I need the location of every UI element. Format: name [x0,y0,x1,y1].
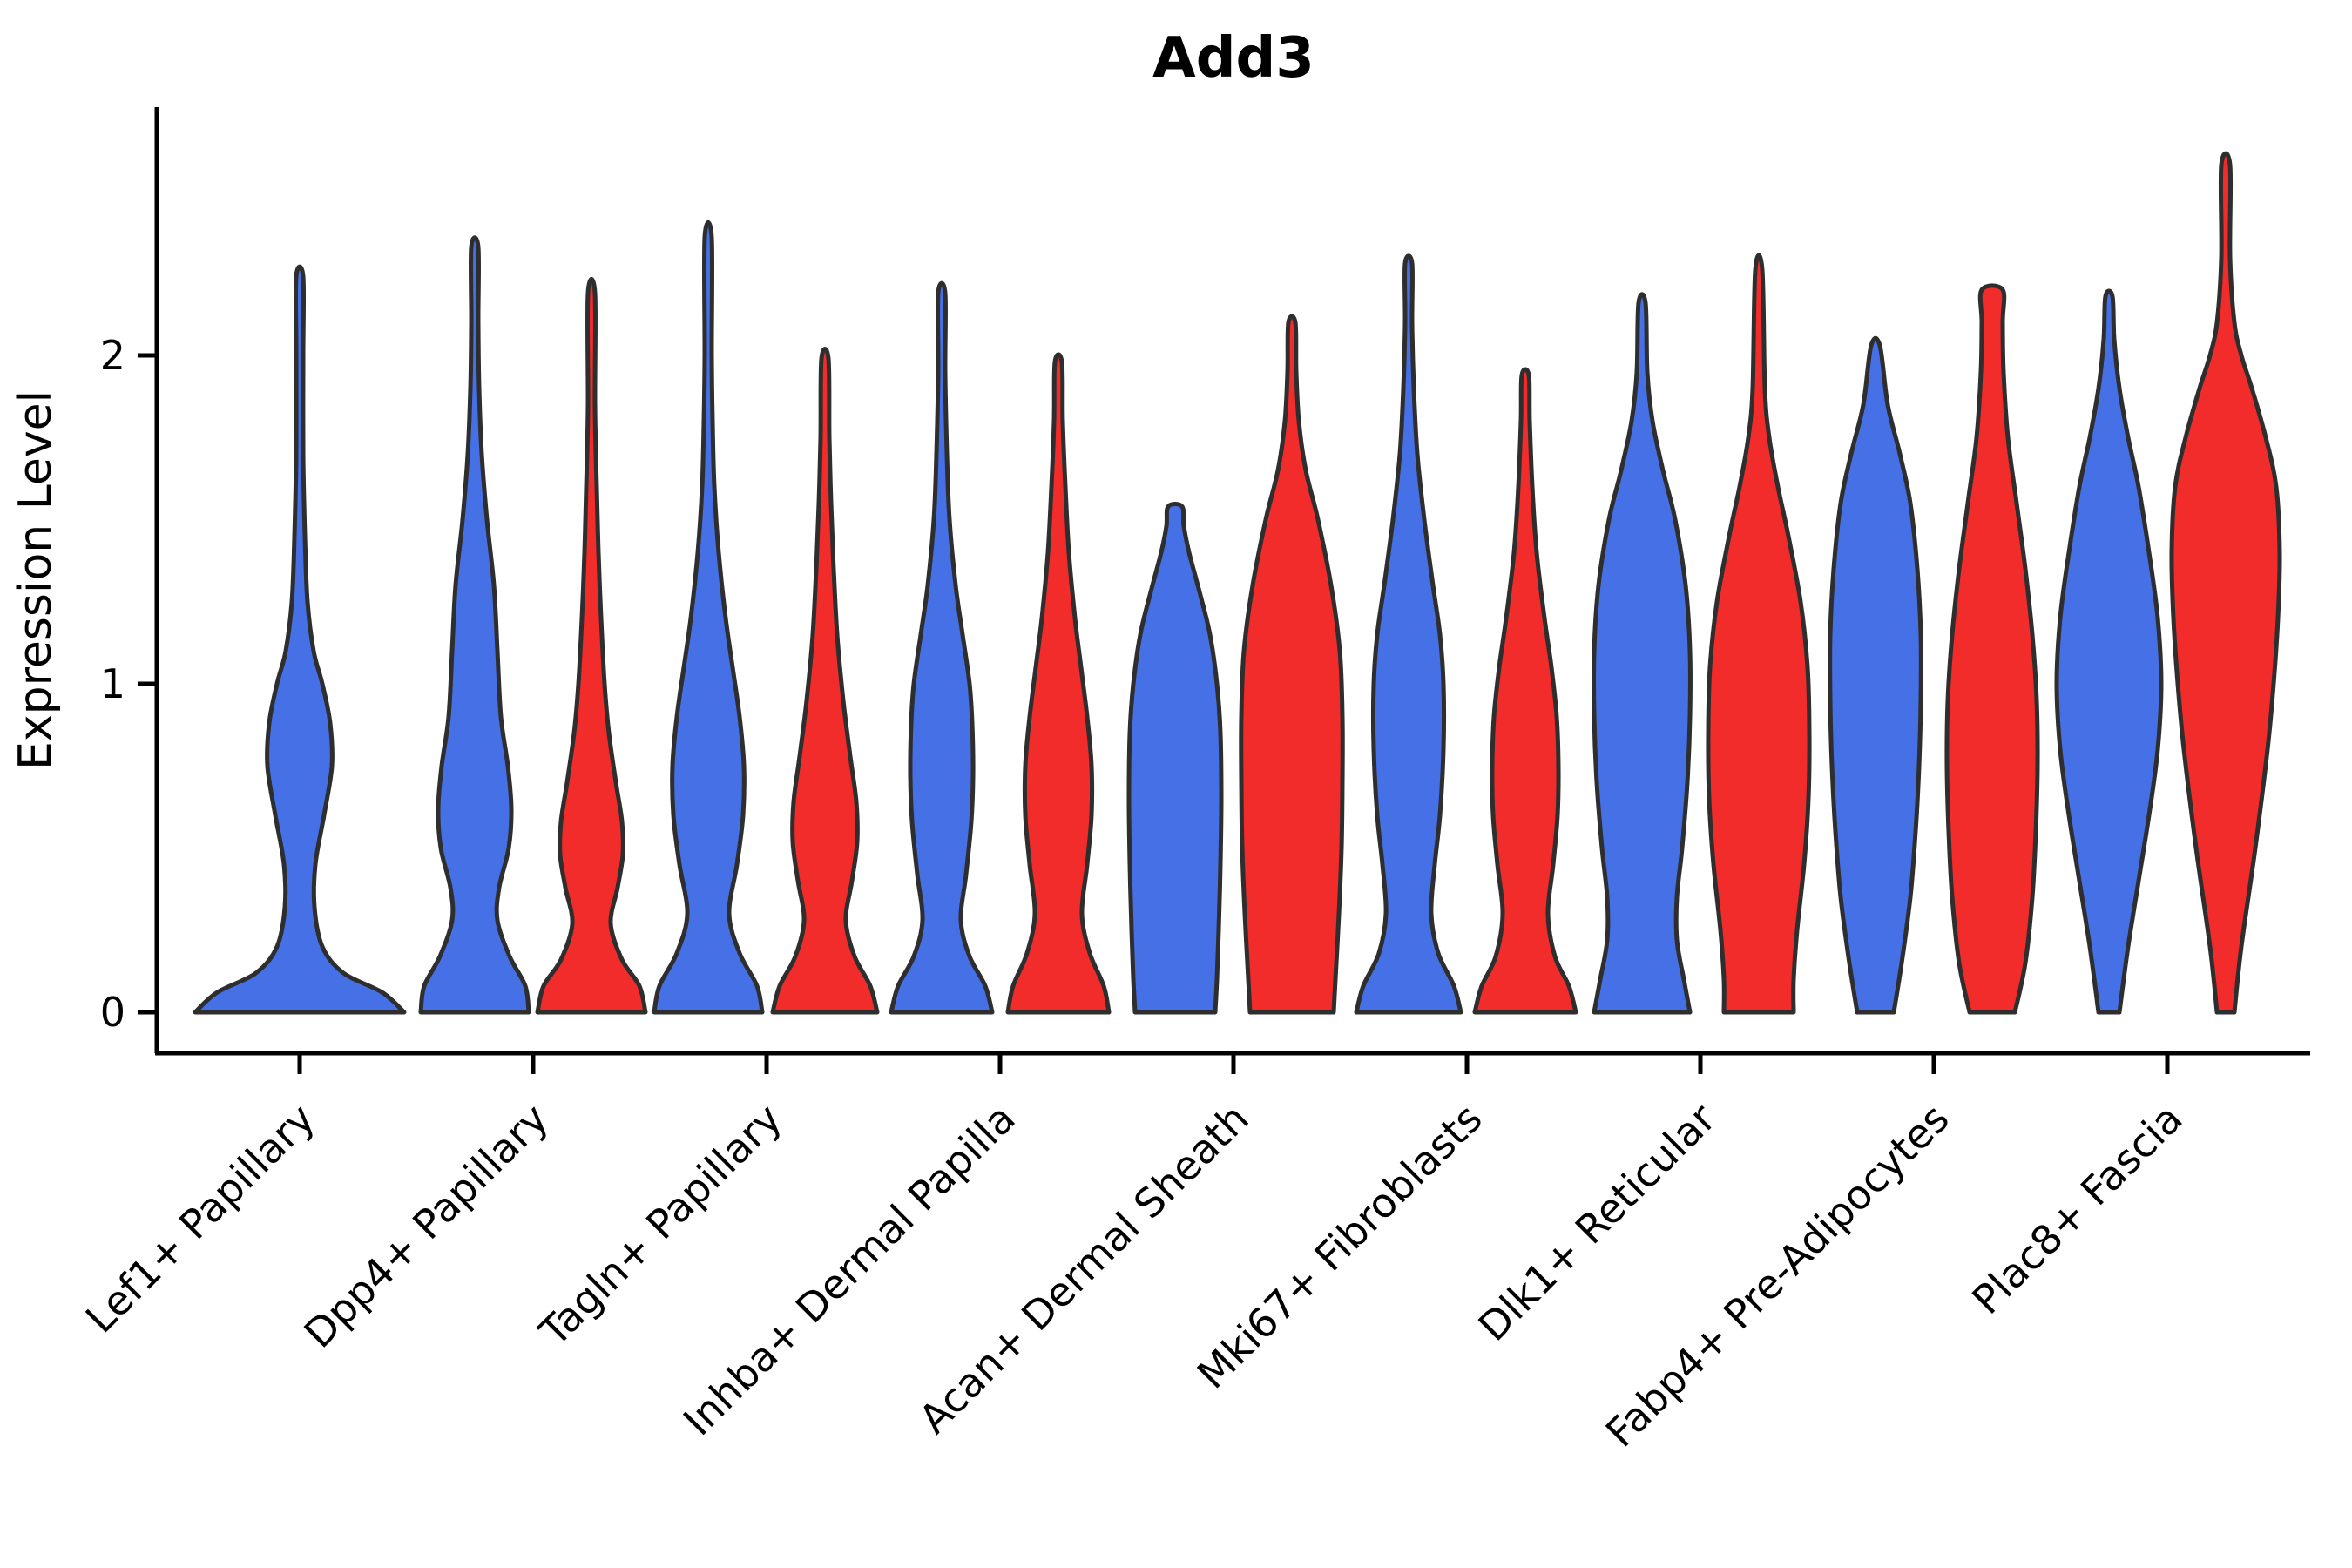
x-tick-label: Tagln+ Papillary [530,1095,791,1356]
violin-blue-1 [193,264,407,1015]
violin-red-8 [1944,283,2040,1015]
violin-red-9 [2169,151,2282,1015]
violin-red-6 [1472,367,1578,1015]
violin-blue-3 [652,220,765,1015]
violin-blue-6 [1354,253,1463,1015]
x-tick-label: Lef1+ Papillary [77,1095,324,1342]
x-tick-label: Dlk1+ Reticular [1470,1095,1725,1350]
violin-blue-9 [2054,288,2164,1015]
x-tick-label: Plac8+ Fascia [1963,1095,2191,1323]
violin-red-7 [1706,253,1812,1015]
x-tick-label: Dpp4+ Papillary [295,1095,558,1357]
y-tick-label: 0 [100,989,125,1036]
violin-marks [193,151,2282,1015]
violin-blue-5 [1126,502,1224,1015]
y-tick-label: 1 [100,660,125,707]
y-axis-label: Expression Level [10,390,62,770]
violin-red-2 [535,276,648,1015]
violin-blue-7 [1592,292,1693,1015]
y-tick-label: 2 [100,332,125,379]
violin-blue-4 [889,280,995,1015]
violin-red-5 [1239,314,1345,1015]
chart-title: Add3 [1152,26,1315,91]
violin-blue-2 [418,235,531,1015]
violin-blue-8 [1828,335,1923,1015]
violin-red-3 [770,346,880,1015]
violin-red-4 [1005,352,1112,1015]
y-axis-ticks: 0 1 2 [100,332,157,1036]
